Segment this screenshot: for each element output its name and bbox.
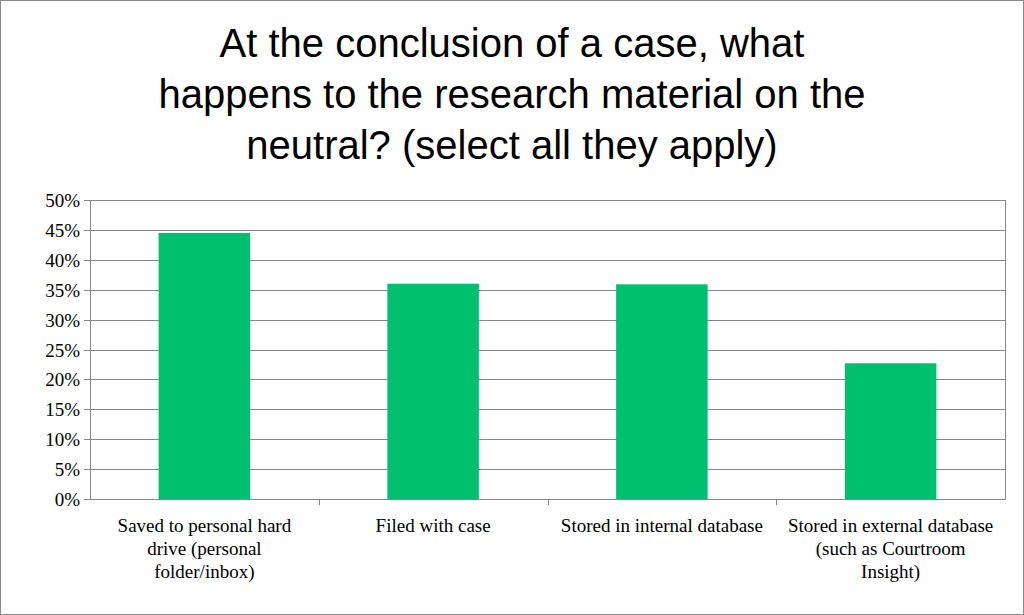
grid-line xyxy=(90,230,1005,231)
tick-label: 25% xyxy=(45,340,80,361)
background xyxy=(1,1,1024,615)
category-label: Saved to personal harddrive (personalfol… xyxy=(118,515,292,583)
tick-label: 15% xyxy=(45,399,80,420)
bar xyxy=(616,284,708,499)
category-tick xyxy=(548,499,549,505)
plot-frame xyxy=(91,201,1006,500)
tick-mark xyxy=(84,439,90,440)
category-label: Stored in internal database xyxy=(561,515,763,536)
category-tick xyxy=(776,499,777,505)
tick-label: 50% xyxy=(45,190,80,211)
tick-mark xyxy=(84,200,90,201)
tick-mark xyxy=(84,409,90,410)
tick-label: 10% xyxy=(45,429,80,450)
tick-label: 40% xyxy=(45,250,80,271)
tick-mark xyxy=(84,290,90,291)
bars xyxy=(159,233,937,499)
bar xyxy=(387,284,479,499)
category-label: Filed with case xyxy=(376,515,491,536)
tick-label: 35% xyxy=(45,280,80,301)
tick-mark xyxy=(84,379,90,380)
tick-mark xyxy=(84,320,90,321)
tick-label: 30% xyxy=(45,310,80,331)
category-label: Stored in external database(such as Cour… xyxy=(788,515,993,583)
tick-mark xyxy=(84,260,90,261)
tick-mark xyxy=(84,469,90,470)
title: At the conclusion of a case, whathappens… xyxy=(158,21,865,167)
bar xyxy=(159,233,251,499)
tick-mark xyxy=(84,499,90,500)
category-tick xyxy=(319,499,320,505)
chart: At the conclusion of a case, whathappens… xyxy=(0,0,1024,615)
tick-label: 20% xyxy=(45,369,80,390)
tick-label: 45% xyxy=(45,220,80,241)
tick-label: 0% xyxy=(55,489,81,510)
bar xyxy=(845,363,937,499)
tick-label: 5% xyxy=(55,459,81,480)
tick-mark xyxy=(84,230,90,231)
tick-mark xyxy=(84,350,90,351)
